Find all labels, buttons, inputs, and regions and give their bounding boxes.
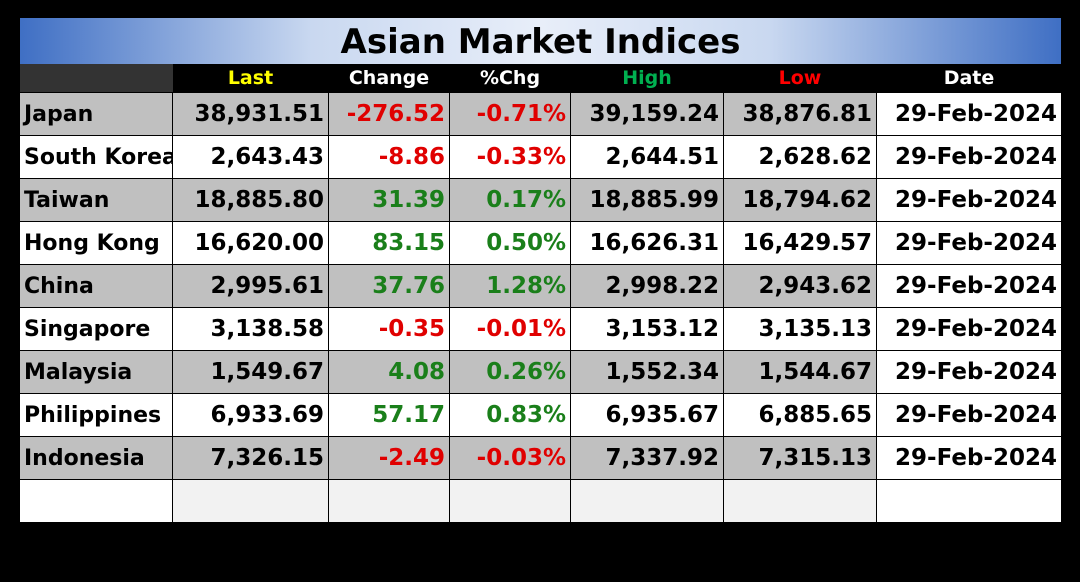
table-row: Indonesia 7,326.15 -2.49 -0.03% 7,337.92 7,31… — [19, 436, 1062, 480]
change-value: -8.86 — [328, 135, 450, 179]
empty-cell — [876, 479, 1062, 523]
header-last: Last — [172, 64, 329, 93]
header-name — [19, 64, 173, 93]
pct-change-value: 0.26% — [449, 350, 571, 394]
index-name: Indonesia — [19, 436, 173, 480]
change-value: -0.35 — [328, 307, 450, 351]
date-value: 29-Feb-2024 — [876, 135, 1062, 179]
indices-table: Last Change %Chg High Low Date Japan 38,9… — [19, 64, 1062, 523]
last-value: 2,643.43 — [172, 135, 329, 179]
low-value: 16,429.57 — [723, 221, 877, 265]
table-row: Malaysia 1,549.67 4.08 0.26% 1,552.34 1,544.6… — [19, 350, 1062, 394]
table-row: Japan 38,931.51 -276.52 -0.71% 39,159.24 38,8… — [19, 92, 1062, 136]
high-value: 16,626.31 — [570, 221, 724, 265]
pct-change-value: -0.01% — [449, 307, 571, 351]
index-name: China — [19, 264, 173, 308]
high-value: 2,998.22 — [570, 264, 724, 308]
date-value: 29-Feb-2024 — [876, 178, 1062, 222]
change-value: 57.17 — [328, 393, 450, 437]
date-value: 29-Feb-2024 — [876, 393, 1062, 437]
high-value: 39,159.24 — [570, 92, 724, 136]
last-value: 18,885.80 — [172, 178, 329, 222]
low-value: 7,315.13 — [723, 436, 877, 480]
change-value: 31.39 — [328, 178, 450, 222]
empty-cell — [19, 479, 173, 523]
table-row: South Korea 2,643.43 -8.86 -0.33% 2,644.51 2,… — [19, 135, 1062, 179]
last-value: 7,326.15 — [172, 436, 329, 480]
last-value: 38,931.51 — [172, 92, 329, 136]
change-value: -276.52 — [328, 92, 450, 136]
pct-change-value: -0.03% — [449, 436, 571, 480]
empty-cell — [449, 479, 571, 523]
low-value: 2,943.62 — [723, 264, 877, 308]
pct-change-value: -0.71% — [449, 92, 571, 136]
low-value: 6,885.65 — [723, 393, 877, 437]
last-value: 1,549.67 — [172, 350, 329, 394]
pct-change-value: -0.33% — [449, 135, 571, 179]
high-value: 3,153.12 — [570, 307, 724, 351]
empty-cell — [172, 479, 329, 523]
table-row: China 2,995.61 37.76 1.28% 2,998.22 2,943.62 2… — [19, 264, 1062, 308]
high-value: 7,337.92 — [570, 436, 724, 480]
empty-row — [19, 479, 1062, 523]
index-name: Hong Kong — [19, 221, 173, 265]
index-name: Philippines — [19, 393, 173, 437]
change-value: 37.76 — [328, 264, 450, 308]
change-value: 83.15 — [328, 221, 450, 265]
pct-change-value: 0.83% — [449, 393, 571, 437]
change-value: -2.49 — [328, 436, 450, 480]
header-low: Low — [723, 64, 877, 93]
index-name: Japan — [19, 92, 173, 136]
high-value: 2,644.51 — [570, 135, 724, 179]
pct-change-value: 0.17% — [449, 178, 571, 222]
low-value: 3,135.13 — [723, 307, 877, 351]
header-change: Change — [328, 64, 450, 93]
last-value: 2,995.61 — [172, 264, 329, 308]
last-value: 3,138.58 — [172, 307, 329, 351]
header-date: Date — [876, 64, 1062, 93]
table-row: Hong Kong 16,620.00 83.15 0.50% 16,626.31 16,… — [19, 221, 1062, 265]
date-value: 29-Feb-2024 — [876, 92, 1062, 136]
header-high: High — [570, 64, 724, 93]
date-value: 29-Feb-2024 — [876, 264, 1062, 308]
last-value: 6,933.69 — [172, 393, 329, 437]
table-body: Japan 38,931.51 -276.52 -0.71% 39,159.24 38,8… — [19, 92, 1062, 523]
last-value: 16,620.00 — [172, 221, 329, 265]
low-value: 18,794.62 — [723, 178, 877, 222]
low-value: 2,628.62 — [723, 135, 877, 179]
header-pct-change: %Chg — [449, 64, 571, 93]
date-value: 29-Feb-2024 — [876, 350, 1062, 394]
page-title: Asian Market Indices — [20, 18, 1061, 64]
high-value: 6,935.67 — [570, 393, 724, 437]
date-value: 29-Feb-2024 — [876, 436, 1062, 480]
empty-cell — [328, 479, 450, 523]
table-row: Singapore 3,138.58 -0.35 -0.01% 3,153.12 3,13… — [19, 307, 1062, 351]
index-name: Malaysia — [19, 350, 173, 394]
table-row: Taiwan 18,885.80 31.39 0.17% 18,885.99 18,794… — [19, 178, 1062, 222]
high-value: 1,552.34 — [570, 350, 724, 394]
date-value: 29-Feb-2024 — [876, 307, 1062, 351]
low-value: 1,544.67 — [723, 350, 877, 394]
index-name: Taiwan — [19, 178, 173, 222]
pct-change-value: 1.28% — [449, 264, 571, 308]
date-value: 29-Feb-2024 — [876, 221, 1062, 265]
pct-change-value: 0.50% — [449, 221, 571, 265]
low-value: 38,876.81 — [723, 92, 877, 136]
change-value: 4.08 — [328, 350, 450, 394]
empty-cell — [570, 479, 724, 523]
table-row: Philippines 6,933.69 57.17 0.83% 6,935.67 6,8… — [19, 393, 1062, 437]
index-name: Singapore — [19, 307, 173, 351]
header-row: Last Change %Chg High Low Date — [19, 64, 1062, 93]
high-value: 18,885.99 — [570, 178, 724, 222]
empty-cell — [723, 479, 877, 523]
index-name: South Korea — [19, 135, 173, 179]
